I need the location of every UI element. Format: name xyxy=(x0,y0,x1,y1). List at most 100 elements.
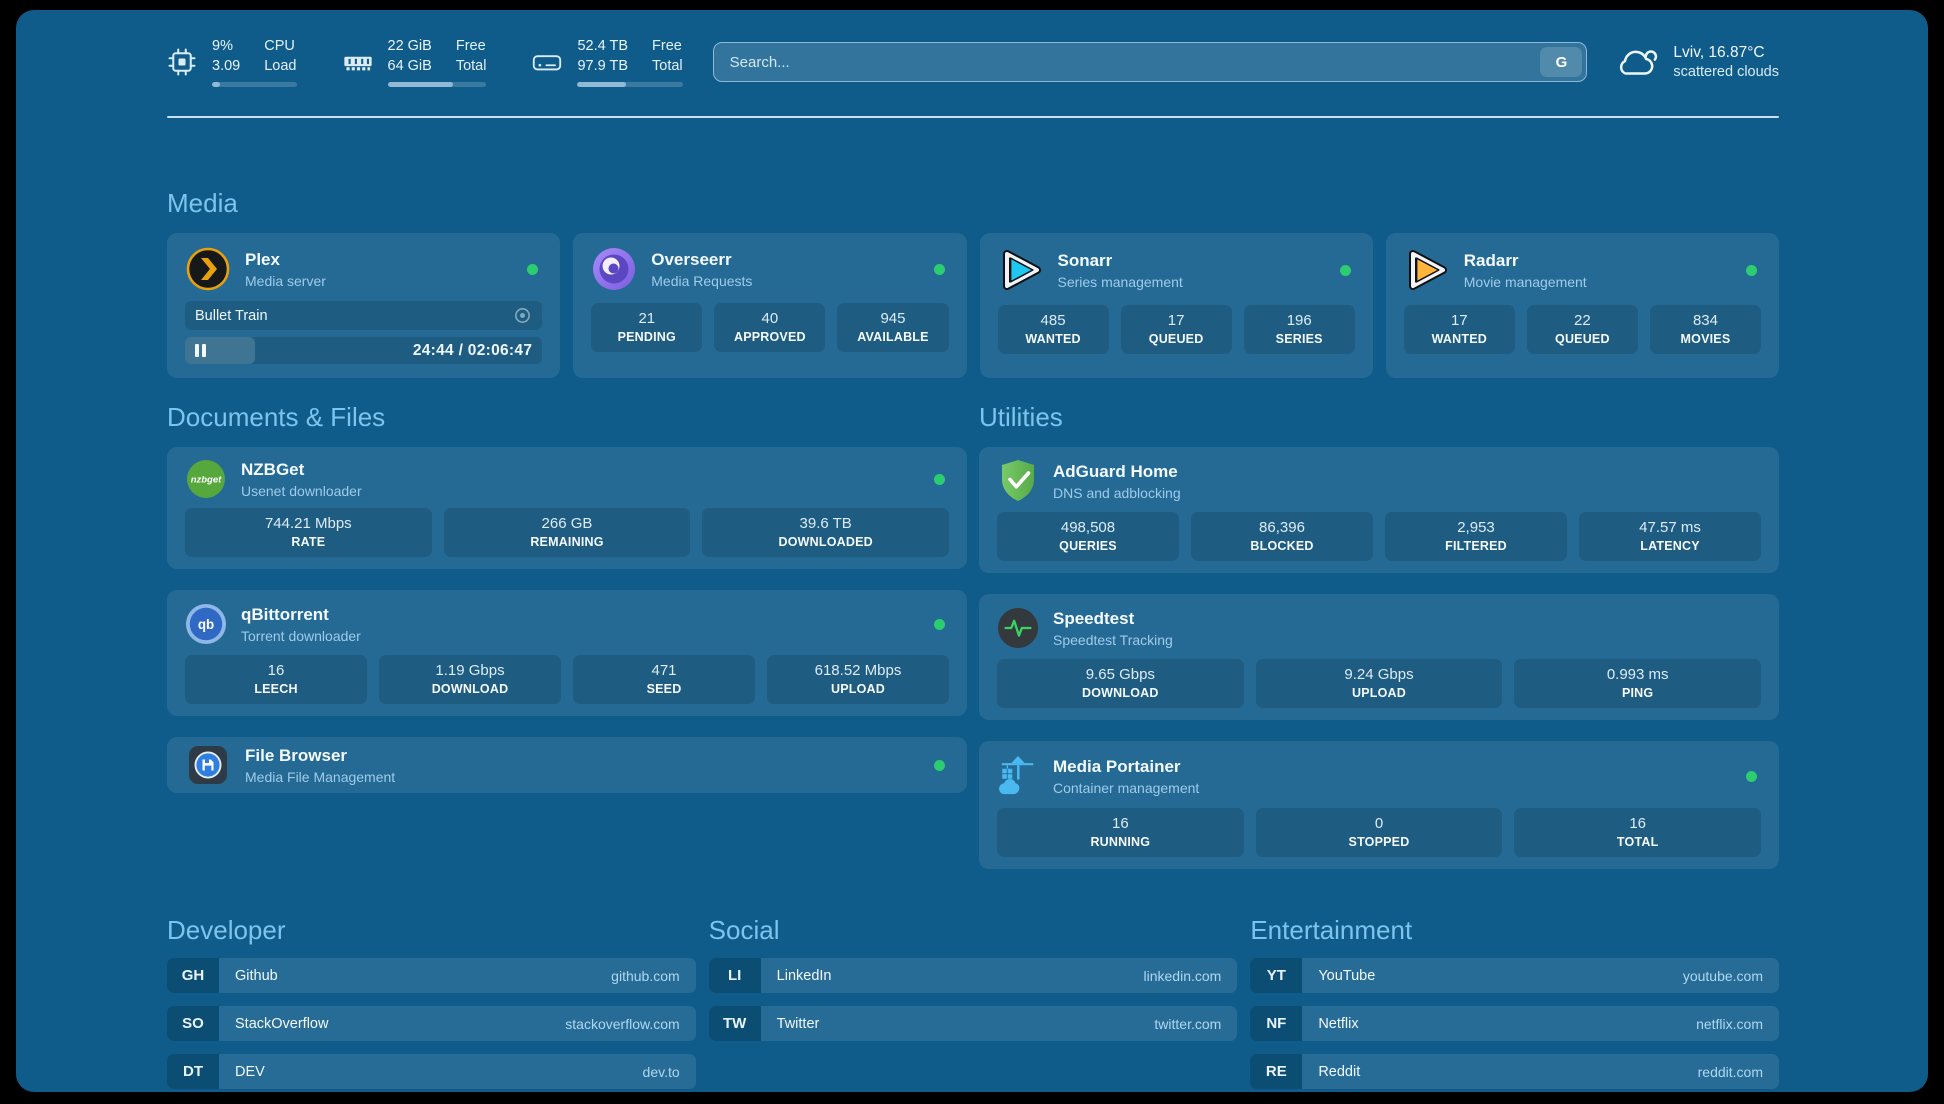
cpu-progress-bar xyxy=(212,81,297,87)
link-name: StackOverflow xyxy=(235,1015,329,1032)
app-subtitle: Movie management xyxy=(1463,273,1587,290)
developer-section-title: Developer xyxy=(167,915,286,945)
top-bar: 9% 3.09 CPU Load xyxy=(167,36,1779,88)
stat-leech: 16 LEECH xyxy=(185,655,367,704)
filebrowser-card[interactable]: File Browser Media File Management xyxy=(167,737,967,793)
app-name: Radarr xyxy=(1463,250,1519,270)
storage-total: 97.9 TB xyxy=(577,58,629,74)
link-name: YouTube xyxy=(1318,967,1376,984)
link-dev[interactable]: DT DEV dev.to xyxy=(167,1054,696,1089)
app-subtitle: Series management xyxy=(1057,273,1183,290)
disk-icon xyxy=(532,51,562,74)
stat-latency: 47.57 ms LATENCY xyxy=(1579,512,1761,561)
weather-widget[interactable]: Lviv, 16.87°C scattered clouds xyxy=(1614,44,1779,80)
speedtest-card[interactable]: Speedtest Speedtest Tracking 9.65 Gbps D… xyxy=(979,594,1779,720)
stat-total: 16 TOTAL xyxy=(1514,808,1761,857)
search-input[interactable] xyxy=(712,42,1588,82)
stat-wanted: 485 WANTED xyxy=(997,305,1109,354)
stat-remaining: 266 GB REMAINING xyxy=(443,508,691,557)
stat-queries: 498,508 QUERIES xyxy=(997,512,1179,561)
storage-progress-fill xyxy=(577,81,626,87)
memory-icon xyxy=(343,52,373,73)
status-dot xyxy=(934,759,945,771)
link-url: youtube.com xyxy=(1682,967,1763,984)
nzbget-card[interactable]: nzbget NZBGet Usenet downloader 744.21 M… xyxy=(167,447,967,569)
memory-progress-fill xyxy=(387,81,453,87)
social-links-section: Social LI LinkedIn linkedin.com TW Twitt… xyxy=(708,915,1238,1089)
adguard-shield-icon xyxy=(997,459,1039,503)
link-netflix[interactable]: NF Netflix netflix.com xyxy=(1250,1006,1779,1041)
stat-movies: 834 MOVIES xyxy=(1649,305,1761,354)
stat-blocked: 86,396 BLOCKED xyxy=(1191,512,1373,561)
radarr-icon xyxy=(1404,247,1450,293)
stat-ping: 0.993 ms PING xyxy=(1514,659,1761,708)
topbar-divider xyxy=(167,116,1779,118)
link-abbr: GH xyxy=(167,958,219,993)
app-subtitle: Container management xyxy=(1053,779,1200,796)
app-name: File Browser xyxy=(245,745,348,765)
playback-time: 24:44 / 02:06:47 xyxy=(412,341,533,359)
stat-approved: 40 APPROVED xyxy=(714,303,826,352)
cpu-widget: 9% 3.09 CPU Load xyxy=(167,37,297,87)
stat-pending: 21 PENDING xyxy=(591,303,703,352)
storage-values: 52.4 TB 97.9 TB xyxy=(577,37,628,76)
app-subtitle: Torrent downloader xyxy=(241,627,361,644)
developer-links-section: Developer GH Github github.com SO StackO… xyxy=(167,915,696,1089)
documents-section-title: Documents & Files xyxy=(167,402,386,432)
weather-location: Lviv, 16.87°C xyxy=(1673,44,1765,61)
link-url: linkedin.com xyxy=(1143,967,1222,984)
playback-progress-row: 24:44 / 02:06:47 xyxy=(185,337,543,364)
stat-download: 9.65 Gbps DOWNLOAD xyxy=(997,659,1244,708)
documents-section: Documents & Files nzbget NZBGet Usenet d… xyxy=(167,402,967,869)
portainer-card[interactable]: Media Portainer Container management 16 … xyxy=(979,741,1779,869)
storage-widget: 52.4 TB 97.9 TB Free Total xyxy=(532,37,683,87)
link-url: netflix.com xyxy=(1696,1015,1763,1032)
radarr-card[interactable]: Radarr Movie management 17 WANTED 22 QUE… xyxy=(1385,233,1779,378)
link-name: Netflix xyxy=(1318,1015,1359,1032)
cpu-chip-icon xyxy=(167,47,197,77)
link-name: Twitter xyxy=(776,1015,820,1032)
portainer-crane-icon xyxy=(997,753,1039,799)
qbittorrent-card[interactable]: qb qBittorrent Torrent downloader 16 LEE… xyxy=(167,590,967,716)
stat-upload: 9.24 Gbps UPLOAD xyxy=(1255,659,1503,708)
social-section-title: Social xyxy=(708,915,780,945)
entertainment-links-section: Entertainment YT YouTube youtube.com NF … xyxy=(1250,915,1779,1089)
stat-available: 945 AVAILABLE xyxy=(837,303,949,352)
stat-queued: 22 QUEUED xyxy=(1526,305,1638,354)
cpu-progress-fill xyxy=(212,81,220,87)
system-stats: 9% 3.09 CPU Load xyxy=(167,37,683,87)
memory-free: 22 GiB xyxy=(387,38,432,55)
link-youtube[interactable]: YT YouTube youtube.com xyxy=(1250,958,1779,993)
storage-progress-bar xyxy=(577,81,683,87)
stat-stopped: 0 STOPPED xyxy=(1255,808,1503,857)
status-dot xyxy=(1339,264,1351,276)
search-bar: G xyxy=(712,42,1588,82)
app-subtitle: Usenet downloader xyxy=(241,482,362,499)
app-name: Sonarr xyxy=(1057,250,1113,270)
app-subtitle: Media Requests xyxy=(651,272,753,289)
link-abbr: DT xyxy=(167,1054,219,1089)
camera-icon xyxy=(513,306,532,325)
memory-values: 22 GiB 64 GiB xyxy=(388,37,432,76)
link-abbr: SO xyxy=(167,1006,219,1041)
link-stackoverflow[interactable]: SO StackOverflow stackoverflow.com xyxy=(167,1006,696,1041)
link-linkedin[interactable]: LI LinkedIn linkedin.com xyxy=(708,958,1238,993)
status-dot xyxy=(1746,770,1757,782)
stat-wanted: 17 WANTED xyxy=(1403,305,1515,354)
storage-labels: Free Total xyxy=(652,38,683,74)
link-github[interactable]: GH Github github.com xyxy=(167,958,696,993)
google-search-button[interactable]: G xyxy=(1540,47,1583,77)
plex-card[interactable]: Plex Media server Bullet Train xyxy=(167,233,561,378)
adguard-card[interactable]: AdGuard Home DNS and adblocking 498,508 … xyxy=(979,447,1779,573)
overseerr-card[interactable]: Overseerr Media Requests 21 PENDING 40 A… xyxy=(573,233,967,378)
storage-free: 52.4 TB xyxy=(577,38,629,55)
link-reddit[interactable]: RE Reddit reddit.com xyxy=(1250,1054,1779,1089)
filebrowser-icon xyxy=(185,745,231,785)
plex-icon xyxy=(185,247,231,291)
memory-progress-bar xyxy=(387,81,487,87)
sonarr-card[interactable]: Sonarr Series management 485 WANTED 17 Q… xyxy=(979,233,1373,378)
pause-icon[interactable] xyxy=(195,344,206,357)
link-twitter[interactable]: TW Twitter twitter.com xyxy=(708,1006,1238,1041)
stat-rate: 744.21 Mbps RATE xyxy=(185,508,432,557)
qbittorrent-icon: qb xyxy=(185,602,227,646)
